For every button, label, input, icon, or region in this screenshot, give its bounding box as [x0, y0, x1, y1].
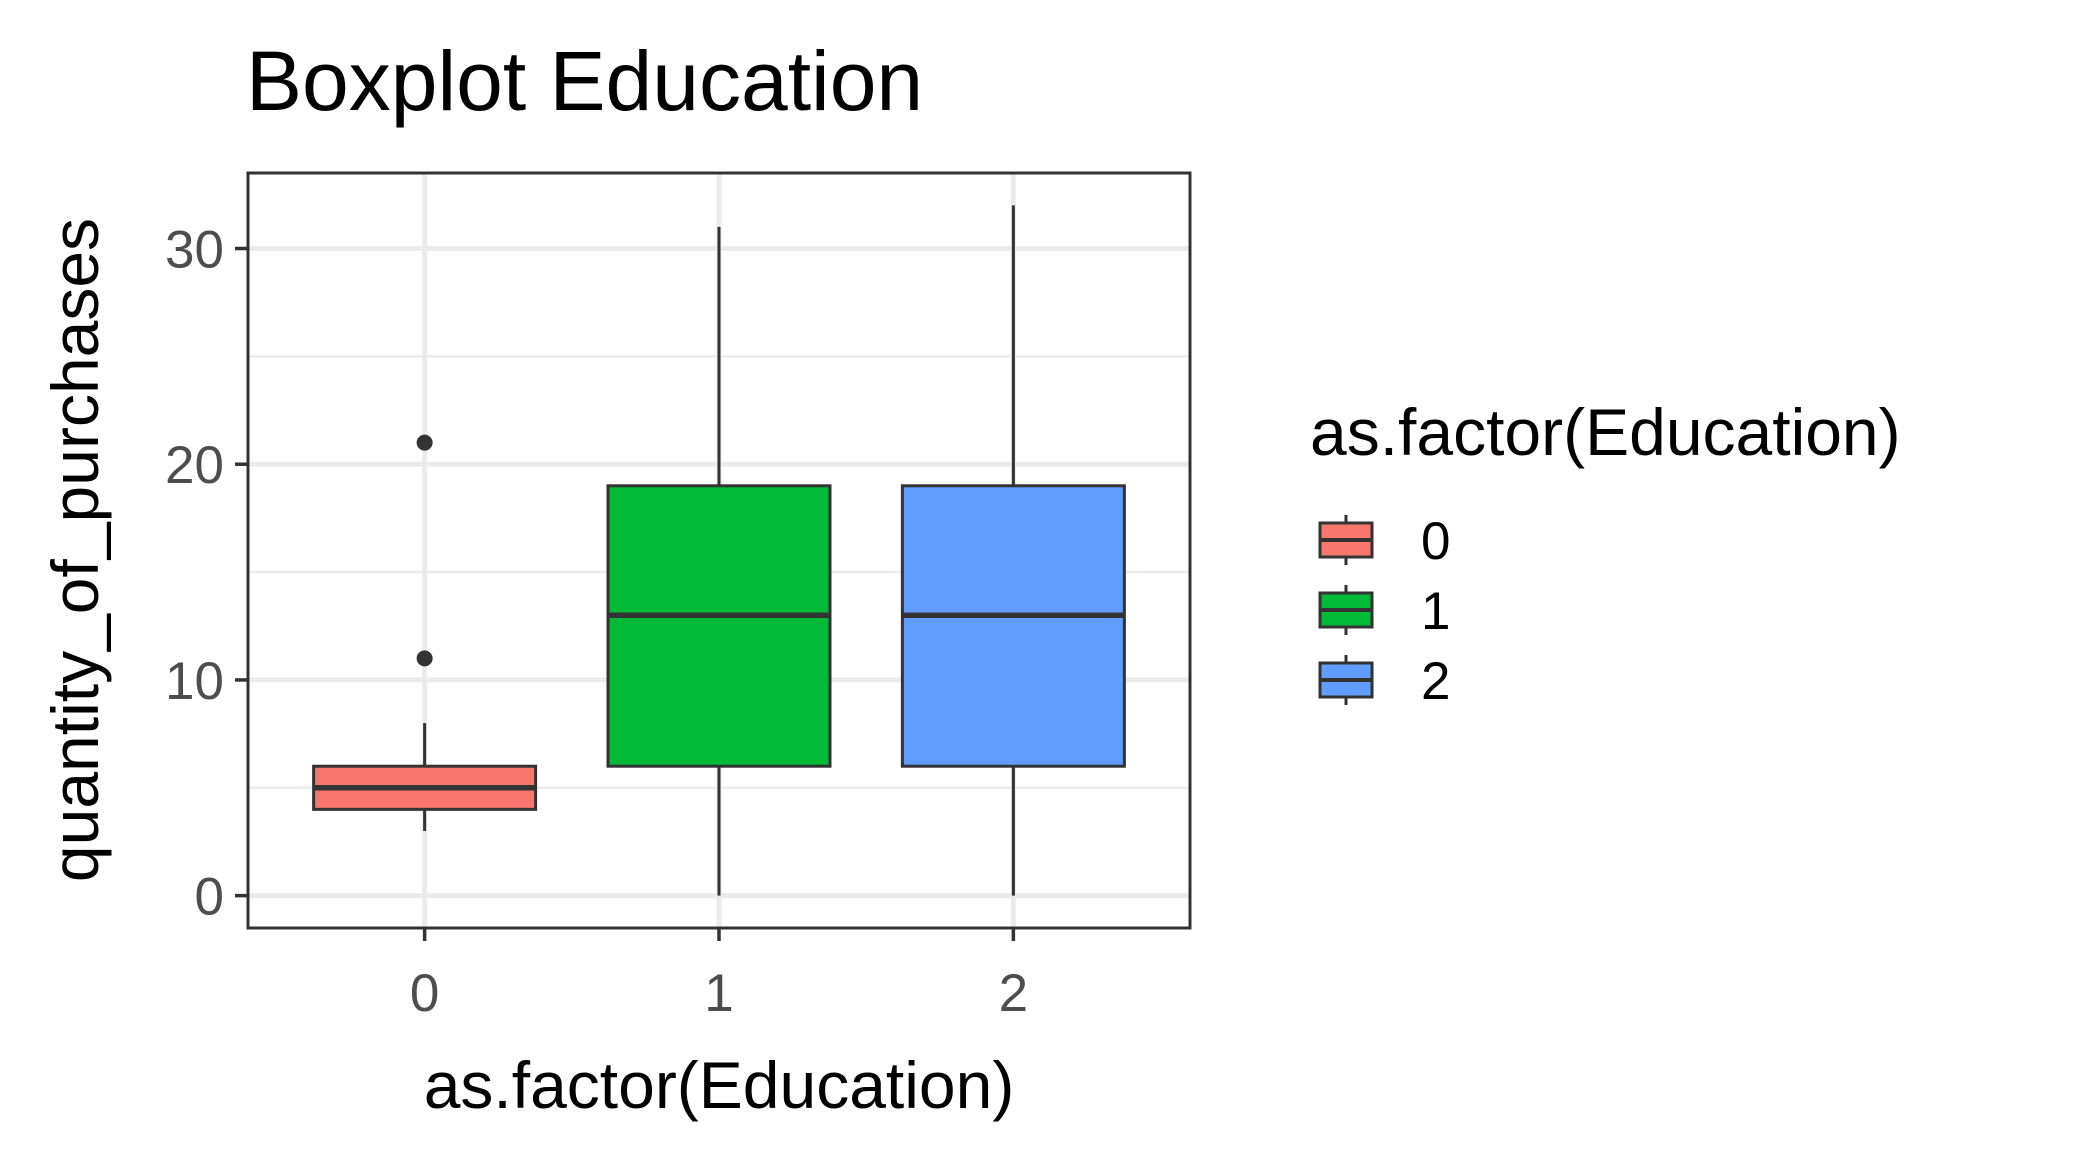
y-tick-label: 10	[165, 652, 224, 711]
axes: 0 10 20 30 0 1 2	[165, 221, 1028, 1024]
legend-item-0: 0	[1318, 512, 1450, 571]
legend-item-2: 2	[1318, 652, 1450, 711]
outlier-point	[416, 434, 433, 451]
chart-title: Boxplot Education	[246, 34, 923, 128]
box-layer	[312, 205, 1126, 896]
x-axis-title: as.factor(Education)	[424, 1048, 1015, 1122]
box-group-1	[606, 226, 832, 896]
y-tick-label: 20	[165, 436, 224, 495]
legend-label: 0	[1421, 512, 1450, 571]
x-tick-label: 1	[704, 964, 733, 1023]
legend: as.factor(Education) 0 1 2	[1310, 395, 1901, 711]
box-group-2	[900, 205, 1126, 896]
legend-title: as.factor(Education)	[1310, 395, 1901, 469]
y-tick-label: 30	[165, 221, 224, 280]
y-axis-title: quantity_of_purchases	[38, 218, 112, 882]
x-tick-label: 2	[999, 964, 1028, 1023]
box-1	[606, 484, 832, 768]
legend-label: 1	[1421, 582, 1450, 641]
legend-item-1: 1	[1318, 582, 1450, 641]
y-tick-label: 0	[195, 868, 224, 927]
box-2	[900, 484, 1126, 768]
box-group-0	[312, 434, 538, 831]
legend-label: 2	[1421, 652, 1450, 711]
x-tick-label: 0	[410, 964, 439, 1023]
outlier-point	[416, 650, 433, 667]
